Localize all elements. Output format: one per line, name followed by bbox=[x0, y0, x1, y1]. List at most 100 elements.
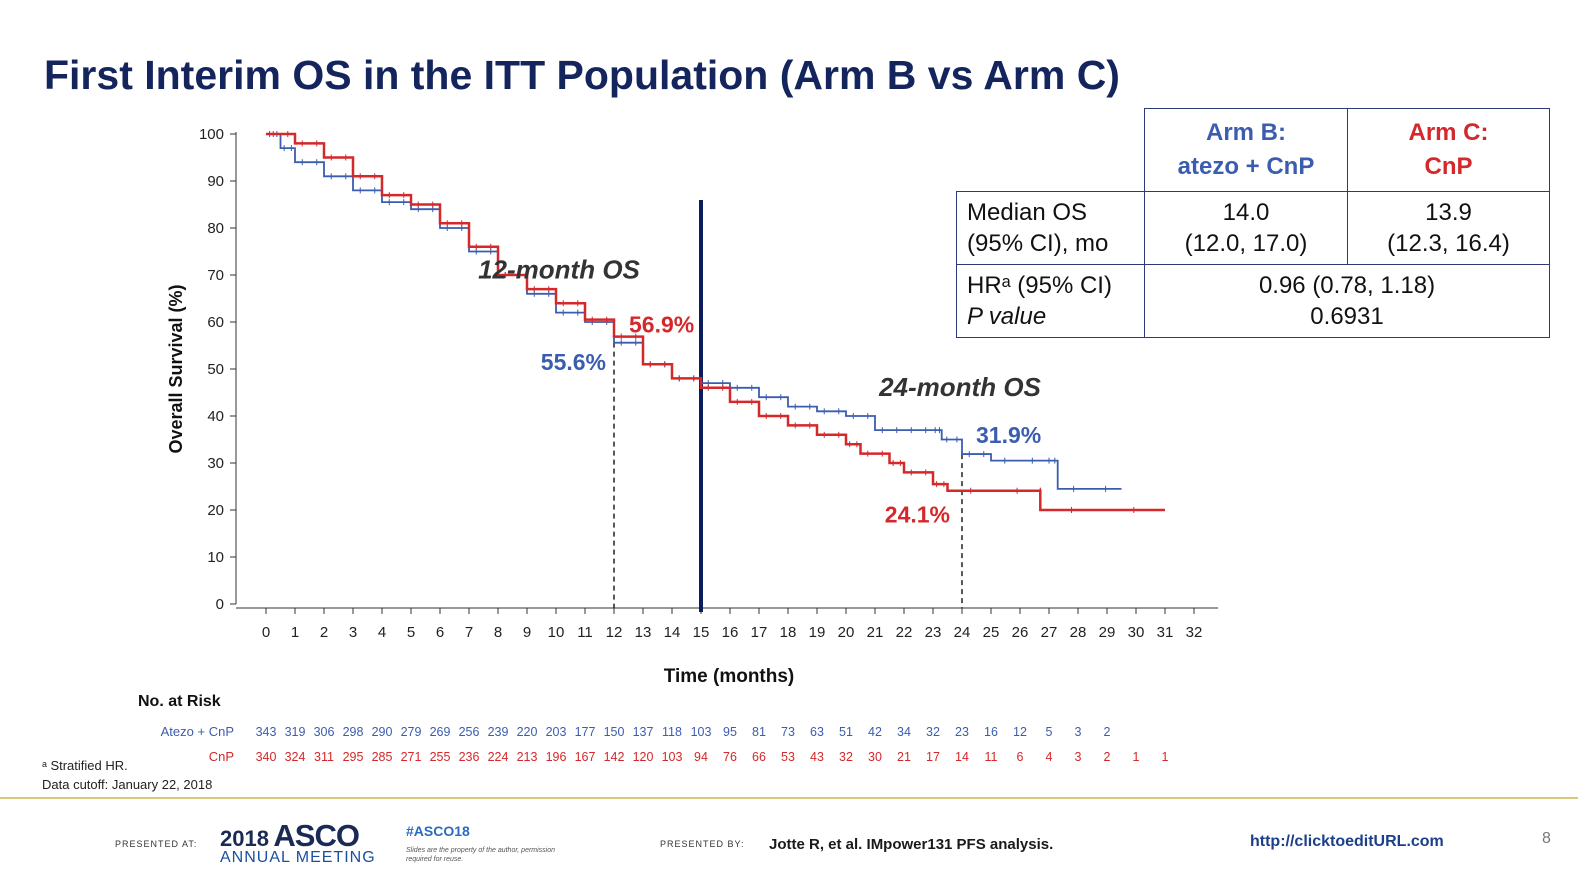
x-tick-label: 12 bbox=[606, 624, 623, 641]
hashtag: #ASCO18 bbox=[406, 823, 470, 839]
x-tick-label: 1 bbox=[291, 624, 299, 641]
at-risk-count: 150 bbox=[604, 725, 625, 739]
at-risk-row-label: Atezo + CnP bbox=[161, 724, 234, 739]
summary-table: Arm B: atezo + CnP Arm C: CnP Median OS … bbox=[956, 108, 1550, 338]
asco-meeting: ANNUAL MEETING bbox=[220, 849, 376, 866]
footnote-cutoff: Data cutoff: January 22, 2018 bbox=[42, 777, 213, 792]
x-tick-label: 16 bbox=[722, 624, 739, 641]
at-risk-count: 167 bbox=[575, 750, 596, 764]
at-risk-count: 236 bbox=[459, 750, 480, 764]
x-tick-label: 3 bbox=[349, 624, 357, 641]
presented-at-label: PRESENTED AT: bbox=[115, 839, 198, 849]
x-tick-label: 2 bbox=[320, 624, 328, 641]
at-risk-count: 137 bbox=[633, 725, 654, 739]
annotation: 24.1% bbox=[885, 502, 950, 528]
x-tick-label: 30 bbox=[1128, 624, 1145, 641]
x-tick-label: 23 bbox=[925, 624, 942, 641]
at-risk-count: 290 bbox=[372, 725, 393, 739]
y-tick-label: 0 bbox=[216, 596, 224, 613]
at-risk-count: 16 bbox=[984, 725, 998, 739]
x-tick-label: 6 bbox=[436, 624, 444, 641]
x-tick-label: 4 bbox=[378, 624, 386, 641]
at-risk-count: 256 bbox=[459, 725, 480, 739]
at-risk-count: 43 bbox=[810, 750, 824, 764]
slide-title: First Interim OS in the ITT Population (… bbox=[44, 52, 1120, 98]
y-tick-label: 80 bbox=[207, 220, 224, 237]
at-risk-count: 2 bbox=[1104, 725, 1111, 739]
x-tick-label: 15 bbox=[693, 624, 710, 641]
at-risk-count: 203 bbox=[546, 725, 567, 739]
table-header-arm-b: Arm B: atezo + CnP bbox=[1144, 108, 1348, 192]
at-risk-count: 319 bbox=[285, 725, 306, 739]
median-os-arm-c: 13.9 (12.3, 16.4) bbox=[1347, 191, 1550, 265]
x-tick-label: 27 bbox=[1041, 624, 1058, 641]
at-risk-count: 103 bbox=[662, 750, 683, 764]
url: http://clicktoeditURL.com bbox=[1250, 833, 1444, 850]
x-tick-label: 32 bbox=[1186, 624, 1203, 641]
y-axis-label: Overall Survival (%) bbox=[166, 284, 186, 453]
x-tick-label: 5 bbox=[407, 624, 415, 641]
annotation: 12-month OS bbox=[478, 254, 640, 284]
disclaimer: Slides are the property of the author, p… bbox=[406, 847, 556, 863]
at-risk-count: 120 bbox=[633, 750, 654, 764]
at-risk-count: 66 bbox=[752, 750, 766, 764]
curve-arm-c bbox=[266, 132, 1165, 512]
at-risk-count: 177 bbox=[575, 725, 596, 739]
at-risk-count: 118 bbox=[662, 725, 682, 739]
footer-rule bbox=[0, 797, 1578, 799]
x-axis-label: Time (months) bbox=[664, 666, 795, 687]
footnote: ᵃ Stratified HR. Data cutoff: January 22… bbox=[42, 756, 212, 794]
at-risk-count: 5 bbox=[1046, 725, 1053, 739]
at-risk-count: 295 bbox=[343, 750, 364, 764]
at-risk-count: 343 bbox=[256, 725, 277, 739]
at-risk-count: 95 bbox=[723, 725, 737, 739]
annotation: 24-month OS bbox=[878, 372, 1041, 402]
at-risk-count: 285 bbox=[372, 750, 393, 764]
x-tick-label: 18 bbox=[780, 624, 797, 641]
y-tick-label: 60 bbox=[207, 314, 224, 331]
at-risk-count: 81 bbox=[752, 725, 766, 739]
footnote-stratified: ᵃ Stratified HR. bbox=[42, 758, 128, 773]
asco-year: 2018 bbox=[220, 826, 269, 851]
at-risk-count: 94 bbox=[694, 750, 708, 764]
at-risk-count: 14 bbox=[955, 750, 969, 764]
presented-by-label: PRESENTED BY: bbox=[660, 839, 745, 849]
y-tick-label: 70 bbox=[207, 267, 224, 284]
x-tick-label: 19 bbox=[809, 624, 826, 641]
at-risk-count: 12 bbox=[1013, 725, 1027, 739]
y-tick-label: 40 bbox=[207, 408, 224, 425]
median-os-label: Median OS (95% CI), mo bbox=[956, 191, 1145, 265]
asco-logo: 2018 ASCO bbox=[220, 818, 360, 854]
at-risk-count: 224 bbox=[488, 750, 509, 764]
annotation: 55.6% bbox=[541, 349, 606, 375]
at-risk-title: No. at Risk bbox=[138, 693, 221, 710]
at-risk-count: 4 bbox=[1046, 750, 1053, 764]
at-risk-count: 298 bbox=[343, 725, 364, 739]
at-risk-count: 32 bbox=[926, 725, 940, 739]
table-corner bbox=[957, 109, 1145, 192]
x-tick-label: 7 bbox=[465, 624, 473, 641]
at-risk-count: 30 bbox=[868, 750, 882, 764]
x-tick-label: 14 bbox=[664, 624, 681, 641]
at-risk-count: 271 bbox=[401, 750, 422, 764]
y-tick-label: 50 bbox=[207, 361, 224, 378]
at-risk-count: 6 bbox=[1017, 750, 1024, 764]
at-risk-count: 21 bbox=[897, 750, 911, 764]
x-tick-label: 26 bbox=[1012, 624, 1029, 641]
y-tick-label: 100 bbox=[199, 126, 224, 143]
x-tick-label: 13 bbox=[635, 624, 652, 641]
x-tick-label: 31 bbox=[1157, 624, 1174, 641]
at-risk-count: 196 bbox=[546, 750, 567, 764]
annotation: 56.9% bbox=[629, 311, 694, 337]
at-risk-row-label: CnP bbox=[209, 749, 234, 764]
at-risk-count: 53 bbox=[781, 750, 795, 764]
at-risk-count: 3 bbox=[1075, 725, 1082, 739]
at-risk-count: 1 bbox=[1133, 750, 1140, 764]
at-risk-count: 2 bbox=[1104, 750, 1111, 764]
at-risk-count: 279 bbox=[401, 725, 422, 739]
table-header-arm-c: Arm C: CnP bbox=[1347, 108, 1550, 192]
at-risk-count: 340 bbox=[256, 750, 277, 764]
y-tick-label: 20 bbox=[207, 502, 224, 519]
hr-value: 0.96 (0.78, 1.18) 0.6931 bbox=[1144, 264, 1550, 338]
at-risk-count: 32 bbox=[839, 750, 853, 764]
